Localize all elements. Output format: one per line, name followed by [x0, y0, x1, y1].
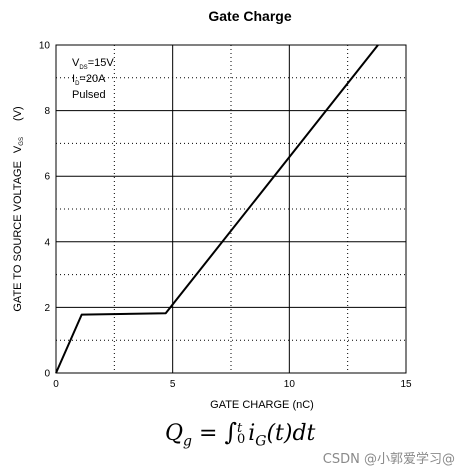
formula-integral-sign: ∫ [224, 418, 237, 446]
y-tick-label: 8 [44, 106, 50, 117]
watermark-text: CSDN @小郭爱学习@ [322, 452, 455, 467]
formula-tail: (t)dt [266, 421, 316, 446]
formula-equals: = [192, 421, 225, 446]
grid [56, 45, 406, 373]
formula-lower-limit: 0 [236, 432, 246, 447]
conditions-annotation-line: VDS=15V [72, 57, 114, 71]
x-tick-label: 15 [400, 379, 412, 390]
formula-q: Q [165, 421, 184, 446]
formula-i: i [248, 421, 256, 446]
formula-upper-limit: t [236, 421, 243, 436]
formula-q-sub: g [183, 433, 193, 450]
y-axis-label-unit: (V) [12, 106, 24, 121]
plot-frame [55, 44, 407, 374]
formula-i-sub: G [255, 433, 267, 450]
conditions-annotation-line: Pulsed [72, 89, 106, 101]
y-tick-label: 0 [44, 369, 50, 380]
y-tick-label: 4 [44, 237, 50, 248]
x-axis-label: GATE CHARGE (nC) [210, 399, 314, 411]
conditions-annotation: VDS=15V ID=20A Pulsed [72, 57, 114, 101]
conditions-annotation-line: ID=20A [72, 73, 106, 87]
y-axis-label: GATE TO SOURCE VOLTAGE VGS (V) [12, 106, 25, 311]
y-axis-label-symbol: V [12, 145, 24, 153]
x-tick-label: 10 [284, 379, 296, 390]
y-axis-label-text: GATE TO SOURCE VOLTAGE [12, 161, 24, 312]
y-tick-label: 2 [44, 303, 50, 314]
x-tick-label: 0 [53, 379, 59, 390]
y-axis-label-symbol-sub: GS [19, 137, 25, 146]
tick-labels: 0 5 10 15 0 2 4 6 8 10 [39, 41, 412, 391]
gate-charge-series-line [55, 44, 379, 374]
gate-charge-formula: Qg = ∫ t 0 iG(t)dt [165, 418, 315, 449]
chart-title: Gate Charge [208, 8, 291, 24]
y-tick-label: 10 [39, 41, 51, 52]
y-tick-label: 6 [44, 172, 50, 183]
x-tick-label: 5 [170, 379, 176, 390]
